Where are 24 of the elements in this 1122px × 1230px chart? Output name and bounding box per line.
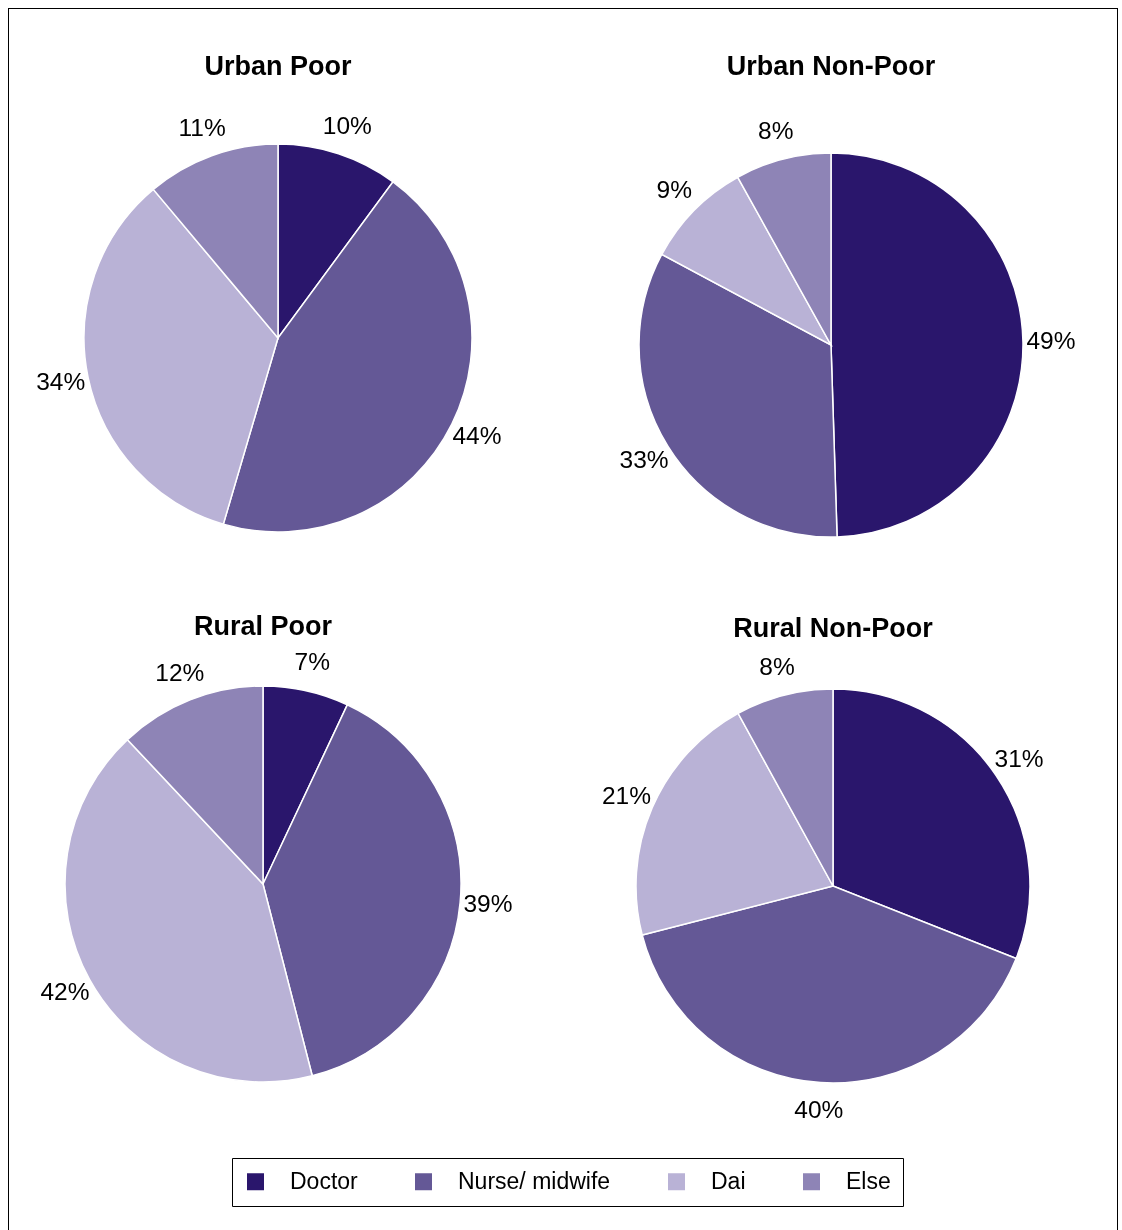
legend-label: Dai — [711, 1167, 746, 1194]
data-label: 31% — [994, 744, 1044, 772]
data-label: 40% — [794, 1095, 844, 1123]
data-label: 11% — [178, 114, 226, 142]
data-label: 39% — [463, 890, 513, 918]
data-label: 44% — [452, 421, 502, 449]
chart-title: Rural Non-Poor — [733, 613, 934, 643]
data-label: 49% — [1026, 326, 1076, 354]
data-label: 9% — [656, 175, 692, 203]
chart-title: Urban Poor — [204, 51, 352, 81]
data-label: 10% — [322, 112, 372, 140]
data-label: 7% — [294, 648, 331, 676]
legend-label: Else — [846, 1167, 891, 1194]
data-label: 34% — [36, 368, 86, 396]
data-label: 42% — [40, 977, 90, 1005]
data-label: 8% — [758, 117, 794, 145]
legend-label: Nurse/ midwife — [458, 1167, 611, 1194]
legend-label: Doctor — [290, 1167, 359, 1194]
data-label: 33% — [619, 445, 669, 473]
data-label: 12% — [155, 658, 205, 686]
data-label: 8% — [759, 653, 795, 681]
data-label: 21% — [601, 781, 652, 809]
chart-title: Urban Non-Poor — [726, 51, 936, 81]
chart-title: Rural Poor — [193, 611, 333, 641]
